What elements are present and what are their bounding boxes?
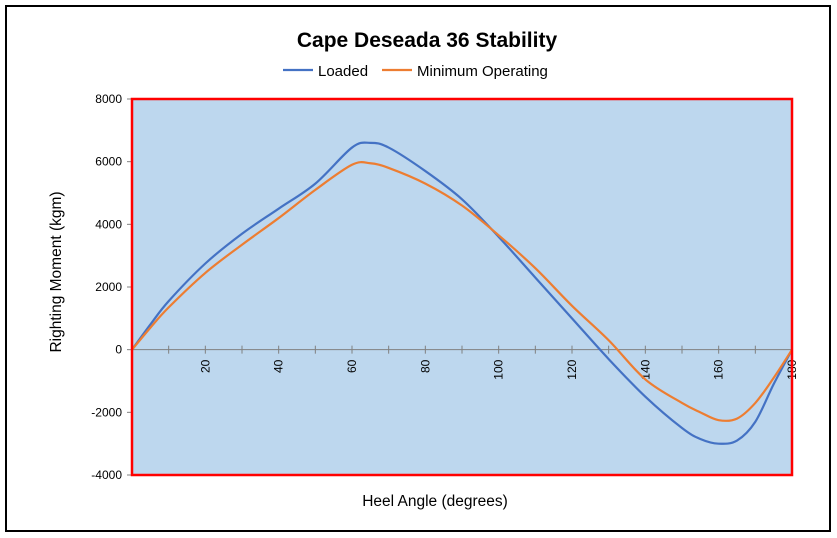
x-tick-label: 60: [345, 359, 359, 373]
plot-area: [132, 99, 792, 475]
y-axis-label: Righting Moment (kgm): [48, 191, 65, 352]
plot-border: [130, 97, 794, 477]
y-tick-label: 0: [115, 343, 122, 357]
x-tick-label: 140: [638, 359, 652, 379]
x-tick-label: 120: [565, 359, 579, 379]
y-tick-label: 2000: [95, 280, 122, 294]
y-tick-label: 4000: [95, 217, 122, 231]
x-tick-label: 100: [492, 359, 506, 379]
series-line-minimum-operating: [131, 161, 793, 422]
series-lines: [131, 141, 793, 445]
y-tick-label: -2000: [91, 405, 122, 419]
y-tick-label: 8000: [95, 92, 122, 106]
legend-label-minimum-operating: Minimum Operating: [417, 63, 548, 80]
y-tick-label: -4000: [91, 468, 122, 482]
x-tick-label: 20: [198, 359, 212, 373]
x-tick-label: 160: [712, 359, 726, 379]
legend: Loaded Minimum Operating: [283, 63, 548, 80]
x-tick-label: 40: [272, 359, 286, 373]
x-axis-label: Heel Angle (degrees): [362, 493, 508, 510]
legend-label-loaded: Loaded: [318, 63, 368, 80]
y-tick-label: 6000: [95, 155, 122, 169]
x-tick-label: 80: [418, 359, 432, 373]
series-line-loaded: [131, 141, 793, 445]
chart-title: Cape Deseada 36 Stability: [297, 29, 558, 52]
